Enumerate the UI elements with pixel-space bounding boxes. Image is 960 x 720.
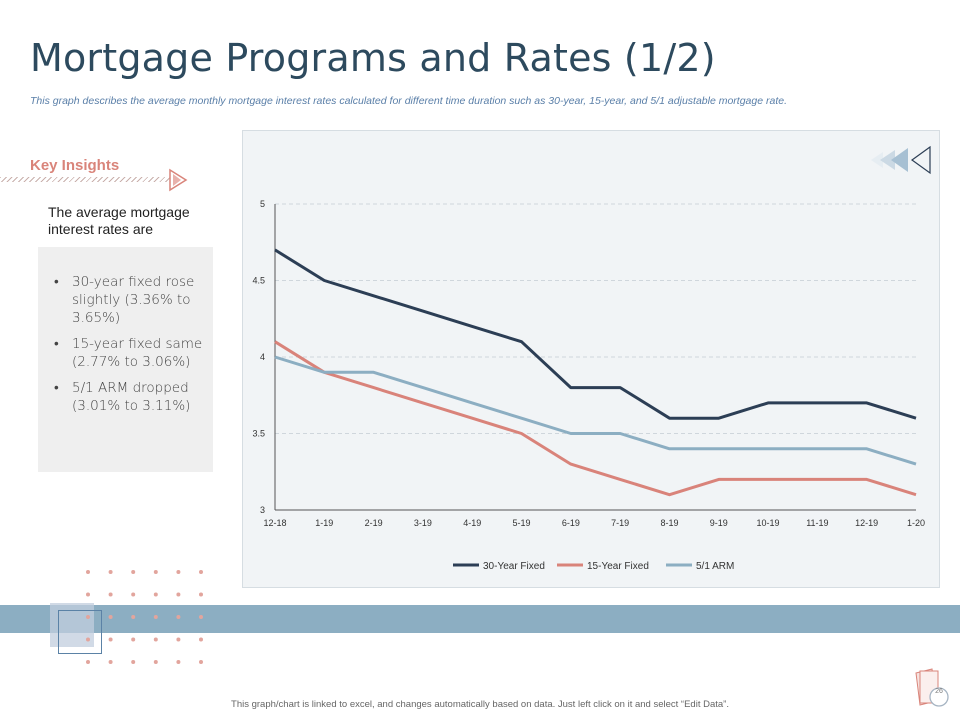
page-number: 26	[935, 688, 943, 695]
x-tick-label: 4-19	[463, 518, 481, 528]
decor-dot	[131, 570, 136, 574]
rewind-arrows-icon	[871, 145, 931, 175]
decor-dot	[199, 615, 203, 619]
decor-dot	[131, 660, 136, 664]
decor-dot	[131, 615, 136, 619]
legend-label: 5/1 ARM	[696, 561, 734, 572]
slide-subtitle: This graph describes the average monthly…	[30, 95, 788, 107]
x-tick-label: 8-19	[660, 518, 678, 528]
decor-dot	[153, 570, 158, 574]
decor-dot	[153, 660, 158, 664]
decor-dot	[176, 660, 181, 664]
line-chart: 3 3.5 4 4.5 5 12-18 1-19 2-19 3-19 4-19 5-19 6-19 7-…	[252, 145, 931, 572]
x-tick-label: 3-19	[414, 518, 432, 528]
decorative-band	[0, 605, 960, 633]
decor-dot	[199, 570, 203, 574]
decor-dot	[199, 592, 203, 597]
series-line-30-year-fixed	[274, 248, 917, 420]
insights-list: 30-year fixed rose slightly (3.36% to 3.…	[52, 273, 212, 423]
x-tick-label: 12-19	[855, 518, 878, 528]
insights-intro: The average mortgage interest rates are	[48, 204, 190, 237]
decor-dot	[108, 570, 113, 574]
x-tick-label: 5-19	[513, 518, 531, 528]
chart-panel: 3 3.5 4 4.5 5 12-18 1-19 2-19 3-19 4-19 5-19 6-19 7-…	[242, 130, 940, 588]
list-item: 15-year fixed same (2.77% to 3.06%)	[52, 335, 212, 371]
x-tick-label: 1-20	[907, 518, 925, 528]
decor-dot	[153, 615, 158, 619]
decor-dot	[131, 637, 136, 642]
y-tick-label: 3	[260, 505, 265, 515]
decor-dot	[86, 660, 90, 664]
series-line-5-1-arm	[274, 355, 917, 466]
footer-note: This graph/chart is linked to excel, and…	[231, 699, 729, 710]
decor-dot	[176, 592, 181, 597]
x-tick-label: 1-19	[315, 518, 333, 528]
decor-dot	[86, 637, 90, 642]
slide-title: Mortgage Programs and Rates (1/2)	[30, 36, 716, 80]
x-tick-label: 9-19	[710, 518, 728, 528]
y-tick-label: 5	[260, 199, 265, 209]
hatch-divider	[0, 177, 170, 182]
x-tick-label: 12-18	[263, 518, 286, 528]
decor-dot	[108, 592, 113, 597]
y-tick-label: 4.5	[252, 276, 265, 286]
list-item: 5/1 ARM dropped (3.01% to 3.11%)	[52, 379, 212, 415]
decor-dot	[199, 637, 203, 642]
dot-grid	[86, 570, 203, 664]
x-tick-label: 2-19	[365, 518, 383, 528]
decorative-square-outline	[58, 610, 102, 654]
decor-dot	[86, 615, 90, 619]
decor-dot	[176, 615, 181, 619]
x-tick-label: 7-19	[611, 518, 629, 528]
decor-dot	[86, 592, 90, 597]
decor-dot	[176, 637, 181, 642]
decor-dot	[199, 660, 203, 664]
decor-dot	[86, 570, 90, 574]
decor-dot	[108, 637, 113, 642]
decor-dot	[176, 570, 181, 574]
x-tick-label: 11-19	[806, 518, 828, 528]
series-line-15-year-fixed	[274, 340, 917, 497]
decor-dot	[153, 592, 158, 597]
y-tick-label: 3.5	[252, 429, 265, 439]
decor-dot	[153, 637, 158, 642]
x-tick-label: 6-19	[562, 518, 580, 528]
list-item: 30-year fixed rose slightly (3.36% to 3.…	[52, 273, 212, 327]
decor-dot	[108, 660, 113, 664]
decor-dot	[108, 615, 113, 619]
x-tick-label: 10-19	[757, 518, 780, 528]
y-tick-label: 4	[260, 352, 265, 362]
decor-dot	[131, 592, 136, 597]
legend-label: 30-Year Fixed	[483, 561, 545, 572]
key-insights-heading: Key Insights	[30, 157, 120, 174]
logo-icon	[915, 668, 949, 707]
chevron-right-icon	[169, 168, 188, 192]
legend-label: 15-Year Fixed	[587, 561, 649, 572]
